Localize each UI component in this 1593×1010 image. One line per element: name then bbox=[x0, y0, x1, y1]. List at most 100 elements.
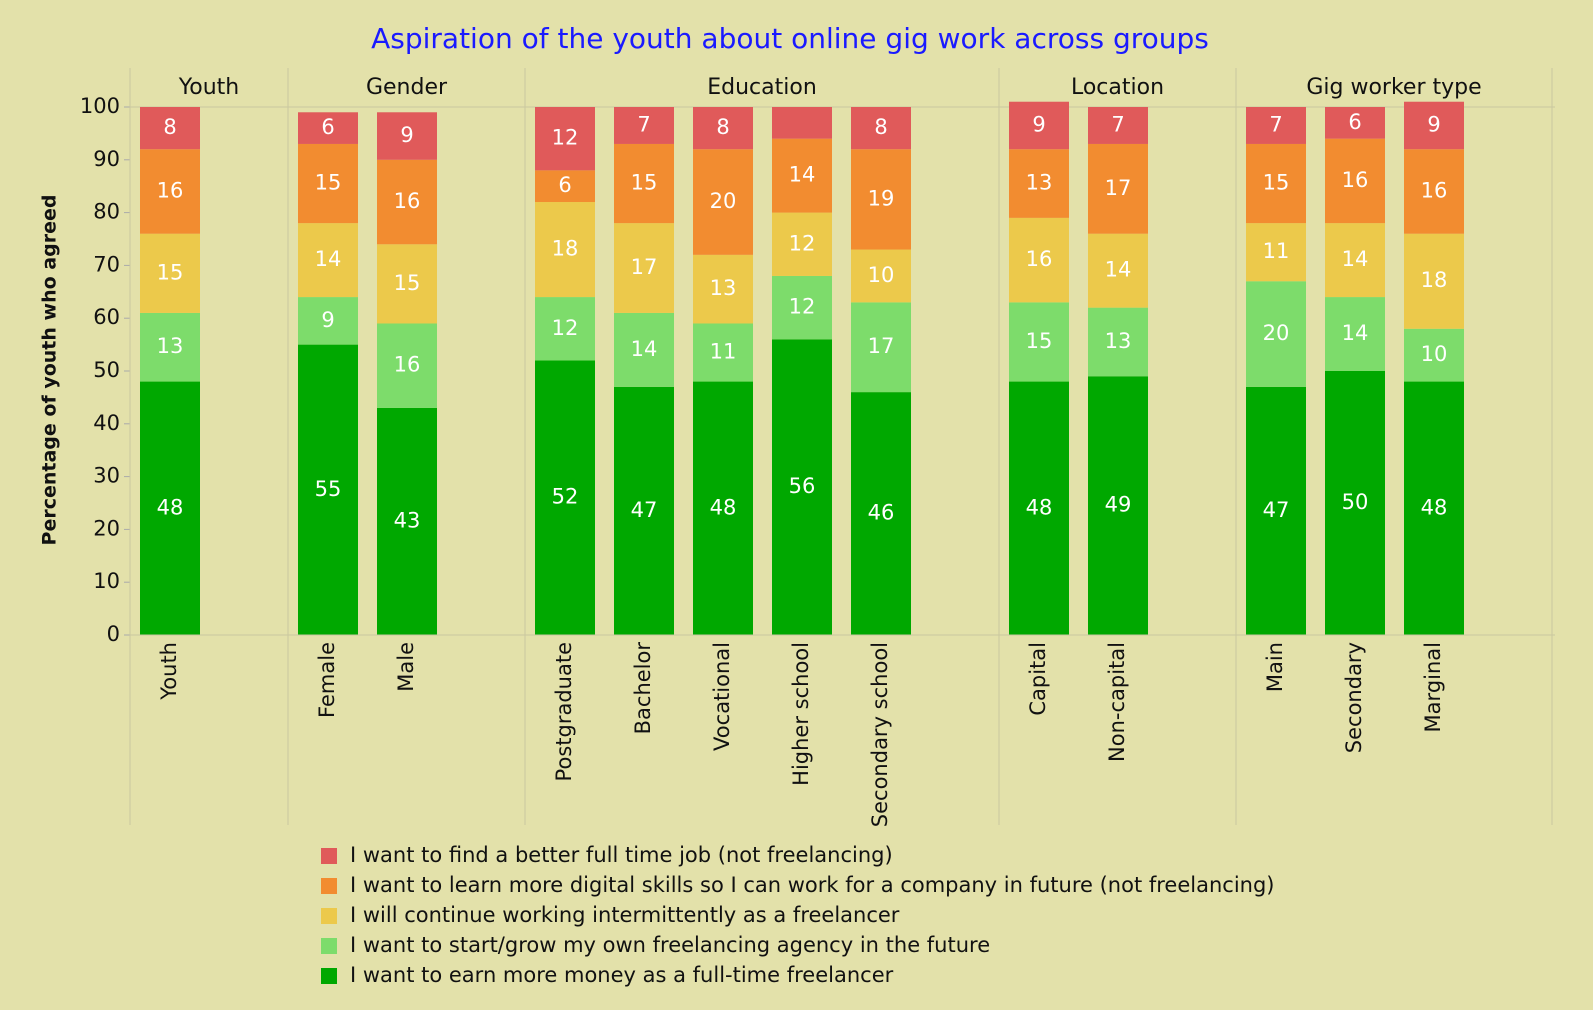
y-tick-label: 40 bbox=[93, 411, 120, 435]
data-label: 49 bbox=[1105, 493, 1132, 517]
bar-segment bbox=[1325, 223, 1385, 298]
data-label: 13 bbox=[710, 276, 737, 300]
data-label: 9 bbox=[400, 123, 413, 147]
data-label: 16 bbox=[394, 353, 421, 377]
bar-segment bbox=[1009, 101, 1069, 150]
data-label: 12 bbox=[789, 231, 816, 255]
data-label: 52 bbox=[552, 485, 579, 509]
data-label: 17 bbox=[631, 255, 658, 279]
data-label: 15 bbox=[315, 171, 342, 195]
y-tick-label: 100 bbox=[80, 94, 120, 118]
data-label: 48 bbox=[1421, 495, 1448, 519]
bar-segment bbox=[298, 112, 358, 144]
data-label: 7 bbox=[1111, 112, 1124, 136]
bar-segment bbox=[535, 202, 595, 298]
data-label: 56 bbox=[789, 474, 816, 498]
bar-segment bbox=[851, 392, 911, 635]
y-tick-label: 0 bbox=[107, 622, 120, 646]
bar-segment bbox=[693, 107, 753, 150]
x-tick-label: Vocational bbox=[710, 642, 734, 751]
bar-segment bbox=[772, 339, 832, 635]
bar-segment bbox=[614, 107, 674, 144]
bar-segment bbox=[1009, 217, 1069, 303]
data-label: 14 bbox=[1342, 247, 1369, 271]
data-label: 48 bbox=[157, 495, 184, 519]
bar-segment bbox=[535, 107, 595, 171]
bar-segment bbox=[298, 223, 358, 298]
bar-segment bbox=[1246, 223, 1306, 282]
y-tick-label: 80 bbox=[93, 200, 120, 224]
y-tick-label: 10 bbox=[93, 569, 120, 593]
y-axis-label: Percentage of youth who agreed bbox=[39, 195, 61, 546]
data-label: 14 bbox=[631, 337, 658, 361]
data-label: 7 bbox=[637, 112, 650, 136]
bar-segment bbox=[1246, 107, 1306, 144]
data-label: 7 bbox=[1269, 112, 1282, 136]
bar-segment bbox=[693, 323, 753, 382]
x-tick-label: Postgraduate bbox=[552, 642, 576, 781]
bar-segment bbox=[377, 159, 437, 245]
data-label: 9 bbox=[1427, 112, 1440, 136]
x-tick-label: Capital bbox=[1026, 642, 1050, 716]
group-label: Location bbox=[1071, 75, 1164, 100]
y-tick-label: 20 bbox=[93, 516, 120, 540]
data-label: 8 bbox=[716, 115, 729, 139]
bar-segment bbox=[1009, 302, 1069, 382]
bar-segment bbox=[377, 112, 437, 160]
group-label: Education bbox=[707, 75, 817, 100]
x-tick-label: Youth bbox=[157, 642, 181, 701]
x-tick-label: Secondary school bbox=[868, 642, 892, 827]
bar-segment bbox=[772, 138, 832, 213]
y-tick-label: 90 bbox=[93, 147, 120, 171]
bar-segment bbox=[772, 212, 832, 276]
bar-segment bbox=[772, 107, 832, 139]
bar-segment bbox=[298, 344, 358, 635]
legend-label: I want to learn more digital skills so I… bbox=[350, 873, 1275, 897]
data-label: 47 bbox=[631, 498, 658, 522]
group-label: Gig worker type bbox=[1306, 75, 1481, 100]
bar-segment bbox=[1246, 386, 1306, 635]
bar-segment bbox=[614, 143, 674, 224]
y-tick-label: 50 bbox=[93, 358, 120, 382]
bar-segment bbox=[1325, 107, 1385, 139]
bar-segment bbox=[1404, 328, 1464, 382]
data-label: 6 bbox=[1348, 110, 1361, 134]
data-label: 15 bbox=[394, 271, 421, 295]
data-label: 14 bbox=[789, 163, 816, 187]
data-label: 48 bbox=[1026, 495, 1053, 519]
legend-label: I will continue working intermittently a… bbox=[350, 903, 900, 927]
bar-segment bbox=[693, 254, 753, 324]
bar-segment bbox=[614, 312, 674, 387]
data-label: 6 bbox=[321, 115, 334, 139]
x-tick-label: Non-capital bbox=[1105, 642, 1129, 762]
x-tick-label: Bachelor bbox=[631, 642, 655, 735]
bar-segment bbox=[693, 149, 753, 255]
x-tick-label: Secondary bbox=[1342, 642, 1366, 753]
data-label: 46 bbox=[868, 501, 895, 525]
data-label: 8 bbox=[163, 115, 176, 139]
bar-segment bbox=[535, 170, 595, 203]
bar-segment bbox=[1009, 381, 1069, 635]
data-label: 16 bbox=[1342, 168, 1369, 192]
bar-segment bbox=[1246, 143, 1306, 224]
data-label: 20 bbox=[1263, 321, 1290, 345]
bar-segment bbox=[377, 323, 437, 408]
bar-segment bbox=[1404, 233, 1464, 329]
bar-segment bbox=[298, 297, 358, 345]
data-label: 43 bbox=[394, 508, 421, 532]
data-label: 13 bbox=[1026, 171, 1053, 195]
chart-title: Aspiration of the youth about online gig… bbox=[371, 22, 1209, 55]
bar-segment bbox=[1009, 149, 1069, 218]
data-label: 15 bbox=[1263, 171, 1290, 195]
data-label: 13 bbox=[1105, 329, 1132, 353]
data-label: 16 bbox=[157, 178, 184, 202]
bar-segment bbox=[140, 233, 200, 313]
bar-segment bbox=[851, 107, 911, 150]
data-label: 9 bbox=[1032, 112, 1045, 136]
data-label: 10 bbox=[1421, 342, 1448, 366]
data-label: 17 bbox=[868, 334, 895, 358]
legend-swatch bbox=[321, 968, 337, 984]
y-tick-label: 70 bbox=[93, 252, 120, 276]
